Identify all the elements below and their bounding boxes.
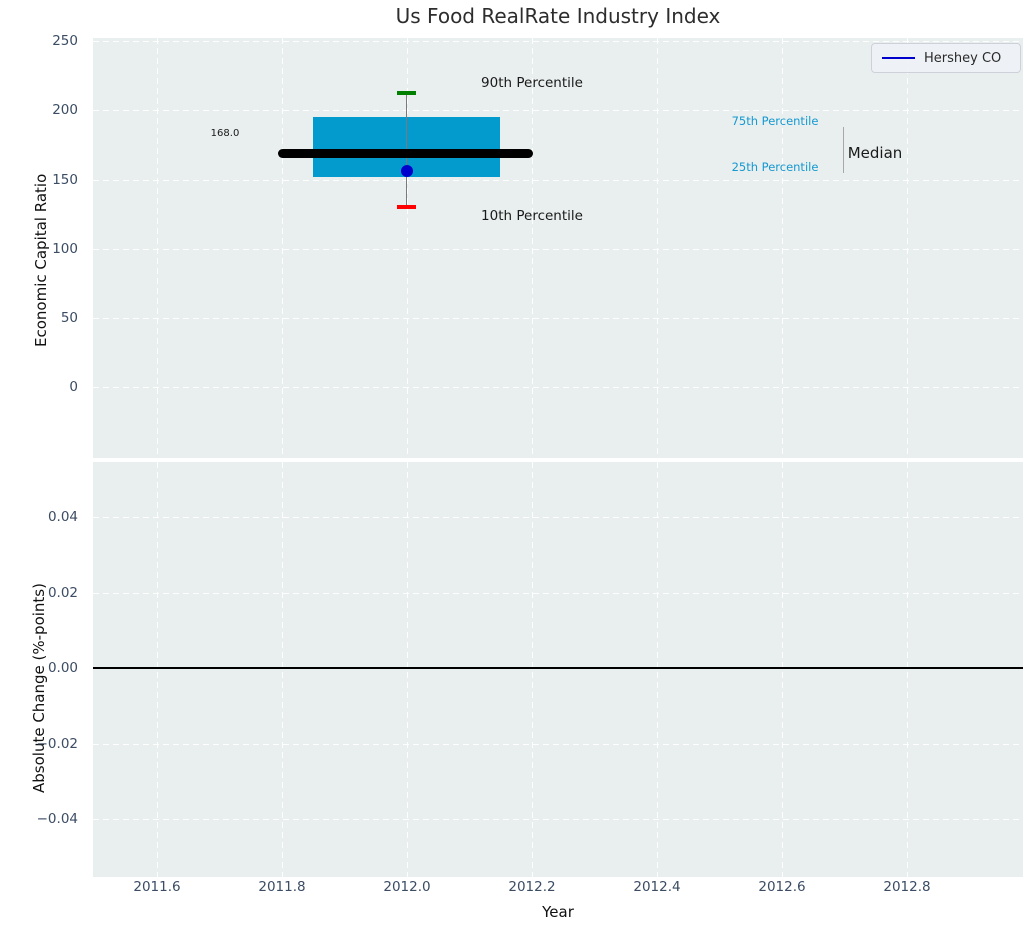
y-tick-label: 200 — [52, 102, 78, 118]
median-line — [278, 149, 533, 158]
x-tick-label: 2011.8 — [258, 879, 306, 895]
legend-line-sample — [882, 56, 915, 60]
annotation-median: Median — [847, 144, 903, 162]
y-tick-label: 100 — [52, 241, 78, 257]
gridline-horizontal — [93, 110, 1023, 111]
zero-reference-line — [93, 667, 1023, 669]
y-tick-label: 0 — [69, 379, 78, 395]
chart-title: Us Food RealRate Industry Index — [395, 4, 721, 28]
gridline-vertical — [532, 38, 533, 458]
annotation-90th-percentile: 90th Percentile — [481, 75, 583, 91]
gridline-vertical — [657, 462, 658, 877]
bottom-axes — [93, 462, 1023, 877]
legend-label: Hershey CO — [924, 50, 1002, 66]
gridline-horizontal — [93, 387, 1023, 388]
gridline-horizontal — [93, 249, 1023, 250]
gridline-vertical — [782, 462, 783, 877]
y-tick-label: 0.02 — [47, 585, 78, 601]
annotation-25th-percentile: 25th Percentile — [731, 160, 819, 174]
gridline-vertical — [407, 462, 408, 877]
annotation-10th-percentile: 10th Percentile — [481, 208, 583, 224]
y-tick-label: 50 — [60, 310, 78, 326]
gridline-horizontal — [93, 744, 1023, 745]
y-tick-label: −0.04 — [36, 811, 78, 827]
x-tick-label: 2012.0 — [383, 879, 431, 895]
gridline-vertical — [407, 38, 408, 458]
y-tick-label: 150 — [52, 172, 78, 188]
gridline-horizontal — [93, 517, 1023, 518]
gridline-vertical — [157, 38, 158, 458]
x-tick-label: 2011.6 — [133, 879, 181, 895]
x-tick-label: 2012.8 — [883, 879, 931, 895]
gridline-vertical — [157, 462, 158, 877]
x-tick-label: 2012.6 — [758, 879, 806, 895]
y-tick-label: 250 — [52, 33, 78, 49]
y-tick-label: 0.04 — [47, 509, 78, 525]
gridline-vertical — [282, 38, 283, 458]
median-value-label: 168.0 — [210, 128, 240, 139]
y-tick-label: −0.02 — [36, 736, 78, 752]
gridline-vertical — [282, 462, 283, 877]
gridline-horizontal — [93, 180, 1023, 181]
gridline-horizontal — [93, 593, 1023, 594]
gridline-horizontal — [93, 668, 1023, 669]
gridline-vertical — [657, 38, 658, 458]
bottom-y-axis-label: Absolute Change (%-points) — [30, 583, 48, 793]
gridline-horizontal — [93, 41, 1023, 42]
x-axis-label: Year — [542, 903, 574, 921]
y-tick-label: 0.00 — [47, 660, 78, 676]
gridline-vertical — [532, 462, 533, 877]
p10-whisker-cap — [397, 205, 416, 209]
p90-whisker-cap — [397, 91, 416, 95]
x-tick-label: 2012.2 — [508, 879, 556, 895]
gridline-vertical — [907, 38, 908, 458]
hershey-data-point — [401, 165, 413, 177]
legend: Hershey CO — [871, 43, 1021, 73]
median-leader-line — [843, 127, 844, 173]
gridline-vertical — [782, 38, 783, 458]
top-axes: 168.0 90th Percentile 10th Percentile 75… — [93, 38, 1023, 458]
x-tick-label: 2012.4 — [633, 879, 681, 895]
annotation-75th-percentile: 75th Percentile — [731, 114, 819, 128]
gridline-horizontal — [93, 819, 1023, 820]
gridline-horizontal — [93, 318, 1023, 319]
gridline-vertical — [907, 462, 908, 877]
